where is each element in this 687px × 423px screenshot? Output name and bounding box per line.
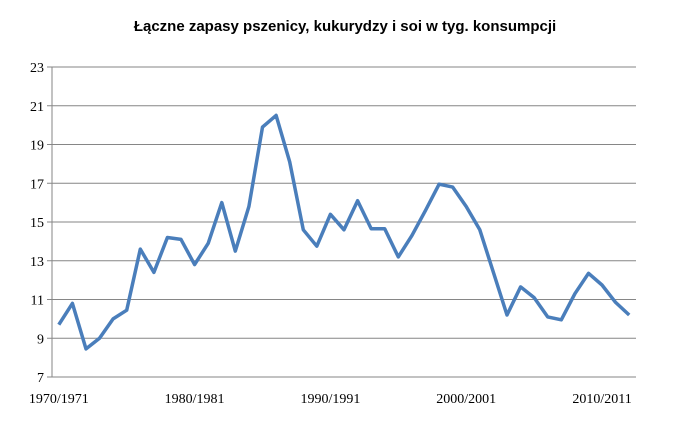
y-tick-label: 17: [30, 177, 44, 192]
x-tick-label: 2010/2011: [572, 392, 631, 407]
y-tick-label: 15: [30, 216, 44, 231]
x-tick-label: 1980/1981: [165, 392, 225, 407]
x-tick-label: 2000/2001: [436, 392, 496, 407]
y-tick-label: 11: [31, 294, 44, 309]
chart-title: Łączne zapasy pszenicy, kukurydzy i soi …: [134, 18, 556, 35]
y-tick-label: 9: [37, 332, 44, 347]
y-tick-label: 7: [37, 371, 44, 386]
x-tick-label: 1970/1971: [29, 392, 89, 407]
y-tick-label: 21: [30, 100, 44, 115]
y-tick-label: 19: [30, 139, 44, 154]
x-tick-label: 1990/1991: [300, 392, 360, 407]
y-tick-label: 13: [30, 255, 44, 270]
y-tick-label: 23: [30, 61, 44, 76]
data-line: [57, 113, 631, 351]
